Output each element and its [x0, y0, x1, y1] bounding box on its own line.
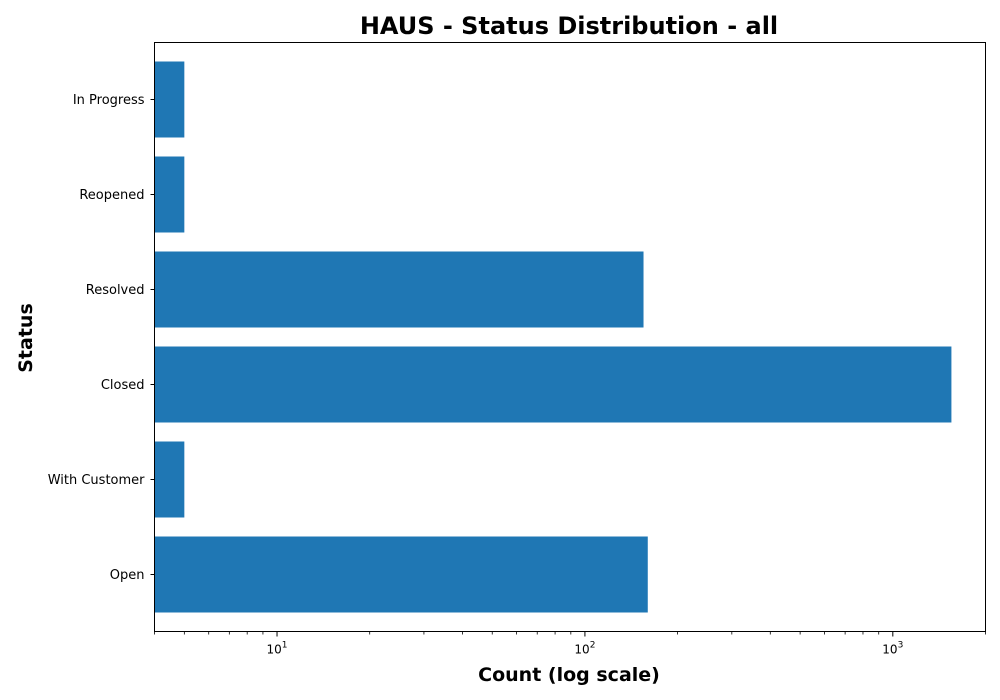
- y-tick-label-open: Open: [110, 568, 145, 583]
- y-tick-label-closed: Closed: [101, 378, 145, 393]
- ticks-layer: Open With Customer Closed Resolved Reopened I…: [48, 93, 986, 657]
- x-tick-label: 101: [267, 641, 288, 657]
- plot-frame: [154, 42, 986, 632]
- y-tick-label-in-progress: In Progress: [73, 93, 145, 108]
- bar-with-customer: [154, 441, 185, 518]
- bar-open: [154, 536, 648, 613]
- bar-resolved: [154, 251, 644, 328]
- y-tick-label-with-customer: With Customer: [48, 473, 145, 488]
- bar-closed: [154, 346, 952, 423]
- x-axis-label: Count (log scale): [478, 664, 660, 686]
- y-tick-label-resolved: Resolved: [86, 283, 145, 298]
- x-tick-label: 102: [574, 641, 595, 657]
- bar-reopened: [154, 156, 185, 233]
- x-tick-label: 103: [882, 641, 903, 657]
- bar-in-progress: [154, 61, 185, 138]
- y-axis-label: Status: [15, 303, 37, 373]
- bars-layer: [154, 61, 952, 613]
- y-tick-label-reopened: Reopened: [79, 188, 144, 203]
- chart-title: HAUS - Status Distribution - all: [360, 12, 778, 40]
